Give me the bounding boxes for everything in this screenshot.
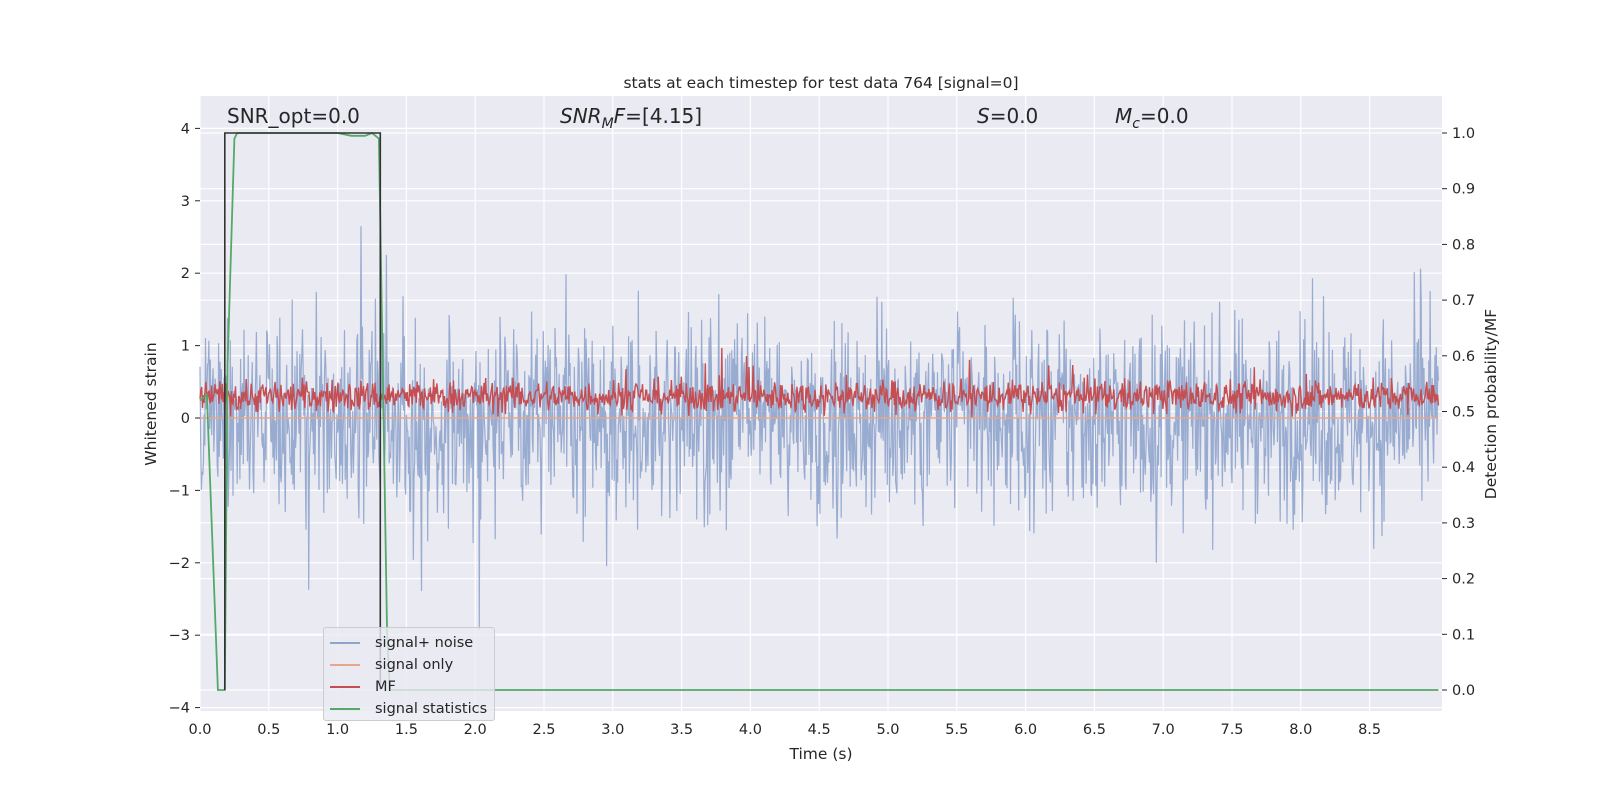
y-tick-label: −3 [169,628,190,644]
annotation-s-value: 0.0 [1006,104,1038,128]
annotation-s-label: S [977,104,990,128]
annotation-snr-opt-value: 0.0 [328,104,360,128]
annotation-s: S=0.0 [977,104,1038,128]
legend-item-mf: MF [324,676,494,698]
x-tick-label: 3.5 [670,722,693,738]
x-tick-label: 5.0 [876,722,899,738]
mf-line [199,347,1440,418]
y-right-tick-label: 0.9 [1452,182,1475,198]
x-axis-label: Time (s) [788,745,852,763]
ticks: 0.0 0.5 1.0 1.5 2.0 2.5 3.0 3.5 4.0 4.5 5.0 5.5 6.0 6… [169,121,1475,738]
chart-title: stats at each timestep for test data 764… [623,74,1018,92]
x-tick-label: 8.5 [1358,722,1381,738]
legend-label: MF [375,679,396,695]
legend-label: signal only [375,657,454,673]
annotation-mc-subscript: c [1132,116,1140,132]
x-tick-label: 5.5 [945,722,968,738]
legend-item-signal-plus-noise: signal+ noise [324,632,494,654]
y-right-tick-label: 0.3 [1452,516,1475,532]
x-tick-label: 6.5 [1083,722,1106,738]
y-axis-label: Whitened strain [142,342,160,465]
y-tick-label: 3 [181,194,190,210]
annotation-snr-mf-suffix: F [614,104,626,128]
legend-swatch [330,686,360,688]
y-right-tick-label: 0.7 [1452,293,1475,309]
legend-label: signal+ noise [375,635,474,651]
legend-label: signal statistics [375,701,488,717]
x-tick-label: 6.0 [1014,722,1037,738]
x-tick-label: 2.5 [532,722,555,738]
y-tick-label: 1 [181,339,190,355]
y-right-tick-label: 0.0 [1452,683,1475,699]
y-tick-label: −2 [169,556,190,572]
y-tick-label: 0 [181,411,190,427]
x-tick-label: 0.0 [188,722,211,738]
y-tick-label: −1 [169,483,190,499]
y-right-tick-label: 0.8 [1452,237,1475,253]
annotation-snr-mf: SNRMF=[4.15] [560,104,702,132]
legend: signal+ noise signal only MF signal stat… [323,627,495,721]
signal-plus-noise-series [199,226,1439,630]
signal-plus-noise-line [199,226,1439,630]
y-tick-label: 4 [181,121,190,137]
x-tick-label: 1.5 [395,722,418,738]
x-tick-label: 7.0 [1152,722,1175,738]
annotation-snr-opt: SNR_opt=0.0 [227,104,360,128]
x-tick-label: 0.5 [257,722,280,738]
detection-window-line [224,132,382,690]
y-tick-label: 2 [181,266,190,282]
x-tick-label: 1.0 [326,722,349,738]
x-tick-label: 4.0 [739,722,762,738]
annotation-mc: Mc=0.0 [1115,104,1189,132]
annotation-snr-mf-value: [4.15] [642,104,702,128]
x-tick-label: 8.0 [1289,722,1312,738]
annotation-snr-mf-subscript: M [602,116,614,132]
y-right-tick-label: 0.5 [1452,405,1475,421]
x-tick-label: 3.0 [601,722,624,738]
y-right-tick-label: 1.0 [1452,126,1475,142]
annotation-snr-opt-label: SNR_opt [227,104,311,128]
annotation-mc-value: 0.0 [1157,104,1189,128]
annotation-snr-mf-label: SNR [560,104,602,128]
x-tick-label: 2.0 [464,722,487,738]
legend-item-signal-statistics: signal statistics [324,698,494,720]
y-tick-label: −4 [169,701,190,717]
y-right-tick-label: 0.4 [1452,460,1475,476]
x-tick-label: 7.5 [1220,722,1243,738]
legend-swatch [330,664,360,666]
legend-swatch [330,708,360,710]
y-right-tick-label: 0.1 [1452,627,1475,643]
x-tick-label: 4.5 [808,722,831,738]
legend-item-signal-only: signal only [324,654,494,676]
legend-swatch [330,642,360,644]
mf-series [199,347,1440,418]
y-axis-right-label: Detection probability/MF [1482,309,1500,500]
y-right-tick-label: 0.2 [1452,572,1475,588]
y-right-tick-label: 0.6 [1452,349,1475,365]
annotation-mc-label: M [1115,104,1132,128]
